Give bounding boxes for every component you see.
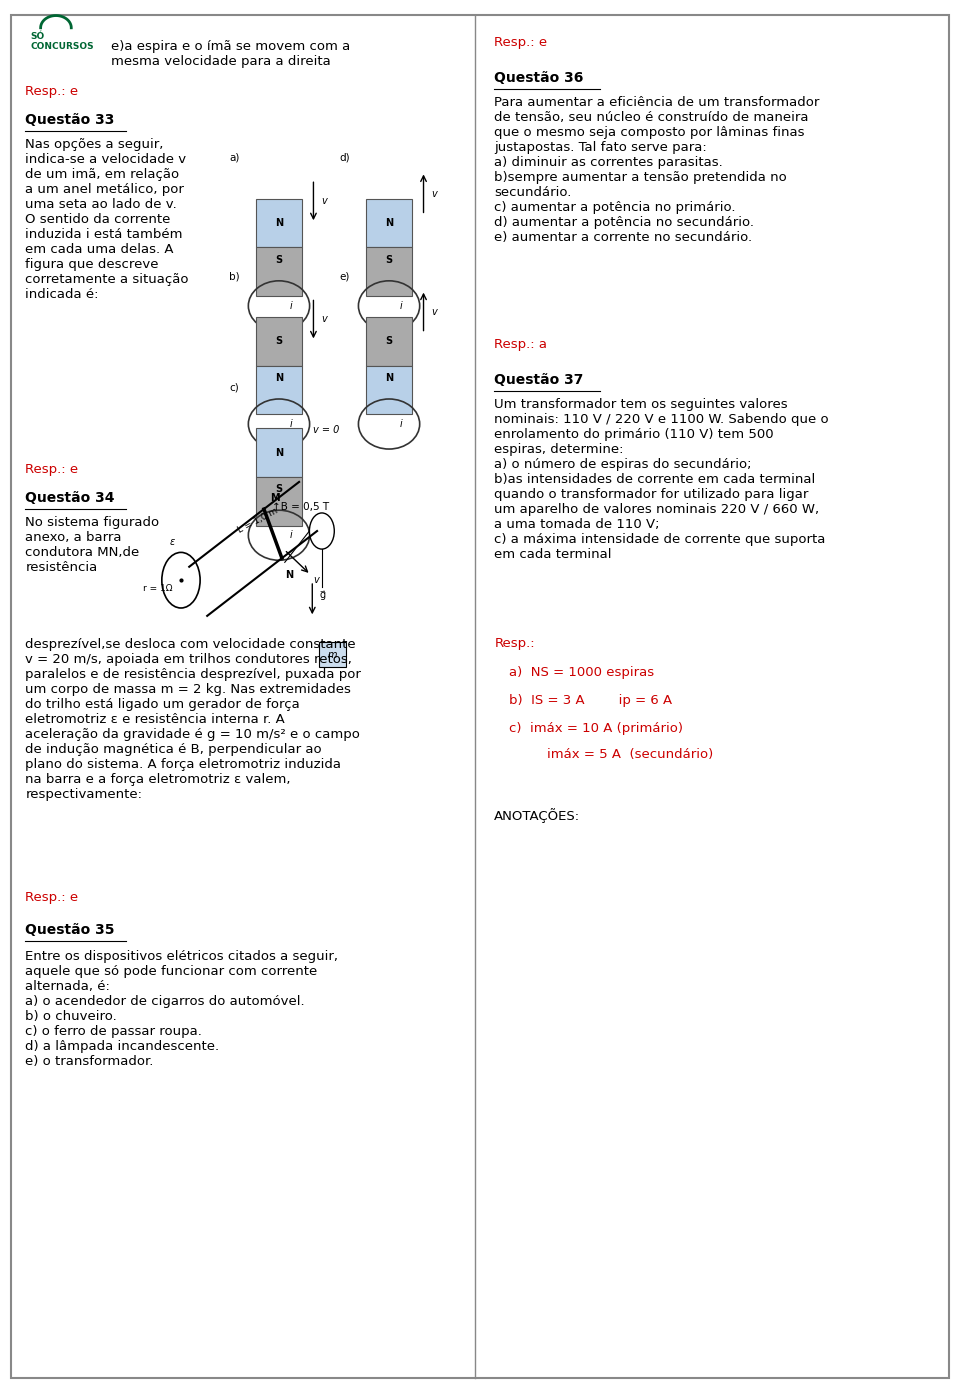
Text: N: N (385, 373, 394, 383)
Bar (256, 428, 302, 476)
Text: r = 1Ω: r = 1Ω (143, 584, 172, 593)
Text: Resp.:: Resp.: (494, 637, 535, 649)
Text: Nas opções a seguir,
indica-se a velocidade v
de um imã, em relação
a um anel me: Nas opções a seguir, indica-se a velocid… (25, 138, 189, 301)
Bar (366, 318, 412, 365)
Text: desprezível,se desloca com velocidade constante
v = 20 m/s, apoiada em trilhos c: desprezível,se desloca com velocidade co… (25, 638, 361, 801)
Circle shape (309, 513, 334, 549)
Text: v: v (431, 189, 437, 199)
Text: N: N (275, 373, 283, 383)
Text: N: N (385, 219, 394, 228)
Text: e): e) (339, 272, 349, 281)
Text: S: S (276, 255, 282, 265)
Text: v: v (314, 575, 320, 585)
Text: b): b) (229, 272, 240, 281)
Text: d): d) (339, 153, 349, 163)
Bar (256, 365, 302, 414)
Text: imáx = 5 A  (secundário): imáx = 5 A (secundário) (547, 748, 713, 761)
Text: b)  IS = 3 A        ip = 6 A: b) IS = 3 A ip = 6 A (509, 694, 672, 706)
Text: Resp.: a: Resp.: a (494, 338, 547, 351)
Text: a): a) (229, 153, 240, 163)
Text: Questão 35: Questão 35 (25, 924, 115, 937)
Text: ↑B = 0,5 T: ↑B = 0,5 T (273, 503, 329, 513)
Text: ANOTAÇÕES:: ANOTAÇÕES: (494, 808, 581, 823)
Text: e)a espira e o ímã se movem com a
mesma velocidade para a direita: e)a espira e o ímã se movem com a mesma … (111, 40, 350, 68)
Text: i: i (290, 531, 293, 540)
Bar (256, 248, 302, 297)
Text: S: S (276, 483, 282, 495)
Text: Resp.: e: Resp.: e (25, 892, 79, 904)
Text: Resp.: e: Resp.: e (25, 462, 79, 476)
Text: Um transformador tem os seguintes valores
nominais: 110 V / 220 V e 1100 W. Sabe: Um transformador tem os seguintes valore… (494, 397, 829, 560)
Text: c)  imáx = 10 A (primário): c) imáx = 10 A (primário) (509, 722, 683, 734)
Text: Resp.: e: Resp.: e (25, 85, 79, 98)
Text: S: S (386, 336, 393, 347)
Text: i: i (400, 301, 402, 311)
Text: v: v (321, 313, 326, 325)
Text: i: i (290, 419, 293, 429)
Text: Entre os dispositivos elétricos citados a seguir,
aquele que só pode funcionar c: Entre os dispositivos elétricos citados … (25, 950, 338, 1067)
Text: Questão 36: Questão 36 (494, 71, 584, 85)
Text: Questão 34: Questão 34 (25, 490, 115, 504)
Circle shape (162, 553, 200, 607)
Bar (256, 476, 302, 525)
Bar (256, 318, 302, 365)
Text: i: i (400, 419, 402, 429)
Text: g⃗: g⃗ (320, 589, 326, 600)
Bar (256, 199, 302, 248)
Bar (366, 365, 412, 414)
Text: N: N (275, 219, 283, 228)
Text: v: v (321, 196, 326, 206)
Text: Questão 37: Questão 37 (494, 372, 584, 387)
Text: M: M (270, 493, 279, 503)
Text: No sistema figurado
anexo, a barra
condutora MN,de
resistência: No sistema figurado anexo, a barra condu… (25, 515, 159, 574)
Text: ε: ε (170, 538, 175, 547)
Text: i: i (290, 301, 293, 311)
Bar (366, 199, 412, 248)
Text: Questão 33: Questão 33 (25, 113, 114, 127)
Text: S: S (276, 336, 282, 347)
Text: Para aumentar a eficiência de um transformador
de tensão, seu núcleo é construíd: Para aumentar a eficiência de um transfo… (494, 96, 820, 244)
Text: c): c) (229, 382, 239, 393)
Bar (319, 642, 346, 667)
Text: N: N (275, 447, 283, 457)
Text: v: v (431, 306, 437, 318)
Text: v = 0: v = 0 (314, 425, 340, 435)
Text: S: S (386, 255, 393, 265)
Text: L = 1,0 m: L = 1,0 m (236, 506, 279, 535)
Text: a)  NS = 1000 espiras: a) NS = 1000 espiras (509, 666, 654, 678)
Bar (366, 248, 412, 297)
Text: SÓ
CONCURSOS: SÓ CONCURSOS (30, 32, 94, 52)
Text: Resp.: e: Resp.: e (494, 36, 547, 49)
Text: m: m (327, 649, 337, 660)
Text: N: N (285, 570, 293, 579)
